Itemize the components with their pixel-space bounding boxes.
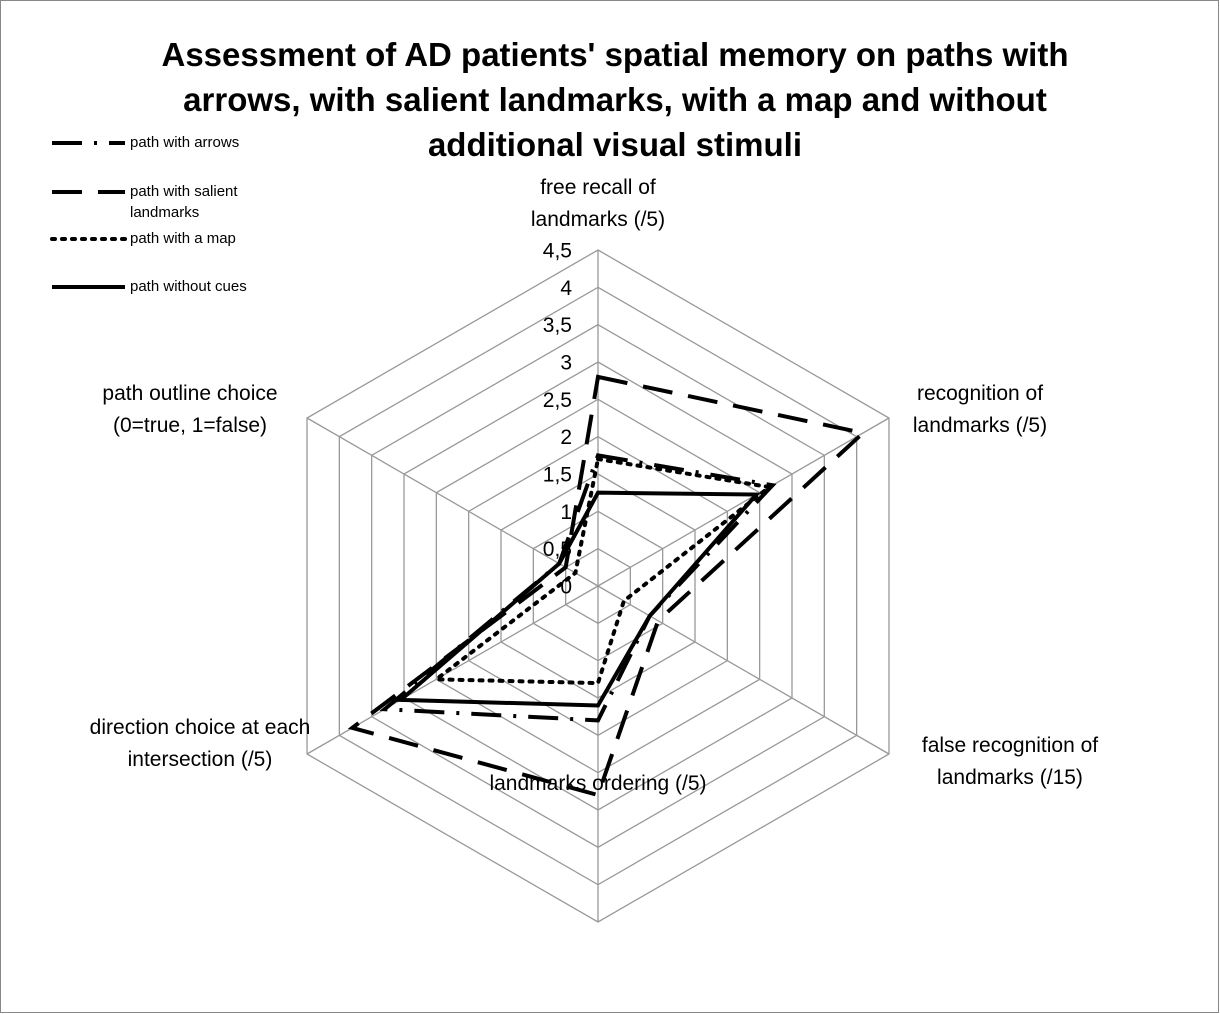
category-label-box: free recall of landmarks (/5) <box>530 176 666 231</box>
r-tick-label: 3 <box>560 352 572 375</box>
legend-label-box: path without cues <box>130 278 247 295</box>
legend-label: path with a map <box>130 230 236 247</box>
r-tick-label: 1,5 <box>543 464 572 487</box>
legend-label-box: path with salient landmarks <box>130 183 238 221</box>
legend-label: path with salient landmarks <box>130 183 238 221</box>
chart-title: Assessment of AD patients' spatial memor… <box>161 36 1069 163</box>
r-tick-label: 1 <box>560 501 572 524</box>
r-tick-label: 0 <box>560 576 572 599</box>
r-tick-label: 4,5 <box>543 240 572 263</box>
legend-label-box: path with arrows <box>130 134 240 151</box>
r-tick-label: 2,5 <box>543 389 572 412</box>
category-label: path outline choice (0=true, 1=false) <box>102 382 278 437</box>
category-label: recognition of landmarks (/5) <box>912 382 1048 437</box>
category-label: direction choice at each intersection (/… <box>89 716 311 771</box>
title-box: Assessment of AD patients' spatial memor… <box>161 36 1069 163</box>
r-tick-label: 3,5 <box>543 314 572 337</box>
category-label-box: landmarks ordering (/5) <box>489 772 707 795</box>
series-line <box>430 456 775 686</box>
axis-spoke <box>597 585 890 755</box>
series-line <box>347 374 868 798</box>
r-tick-label: 2 <box>560 426 572 449</box>
legend-label-box: path with a map <box>130 230 236 247</box>
category-label-box: false recognition of landmarks (/15) <box>921 734 1099 789</box>
r-tick-label: 4 <box>560 277 572 300</box>
legend-label: path with arrows <box>130 134 240 151</box>
category-label: free recall of landmarks (/5) <box>530 176 666 231</box>
category-label: false recognition of landmarks (/15) <box>921 734 1099 789</box>
series-line <box>395 490 761 708</box>
axis-spoke <box>597 417 890 587</box>
category-label-box: recognition of landmarks (/5) <box>912 382 1048 437</box>
legend-label: path without cues <box>130 278 247 295</box>
axis-spoke <box>306 417 599 587</box>
category-label: landmarks ordering (/5) <box>489 772 707 795</box>
category-label-box: direction choice at each intersection (/… <box>89 716 311 771</box>
category-label-box: path outline choice (0=true, 1=false) <box>102 382 278 437</box>
